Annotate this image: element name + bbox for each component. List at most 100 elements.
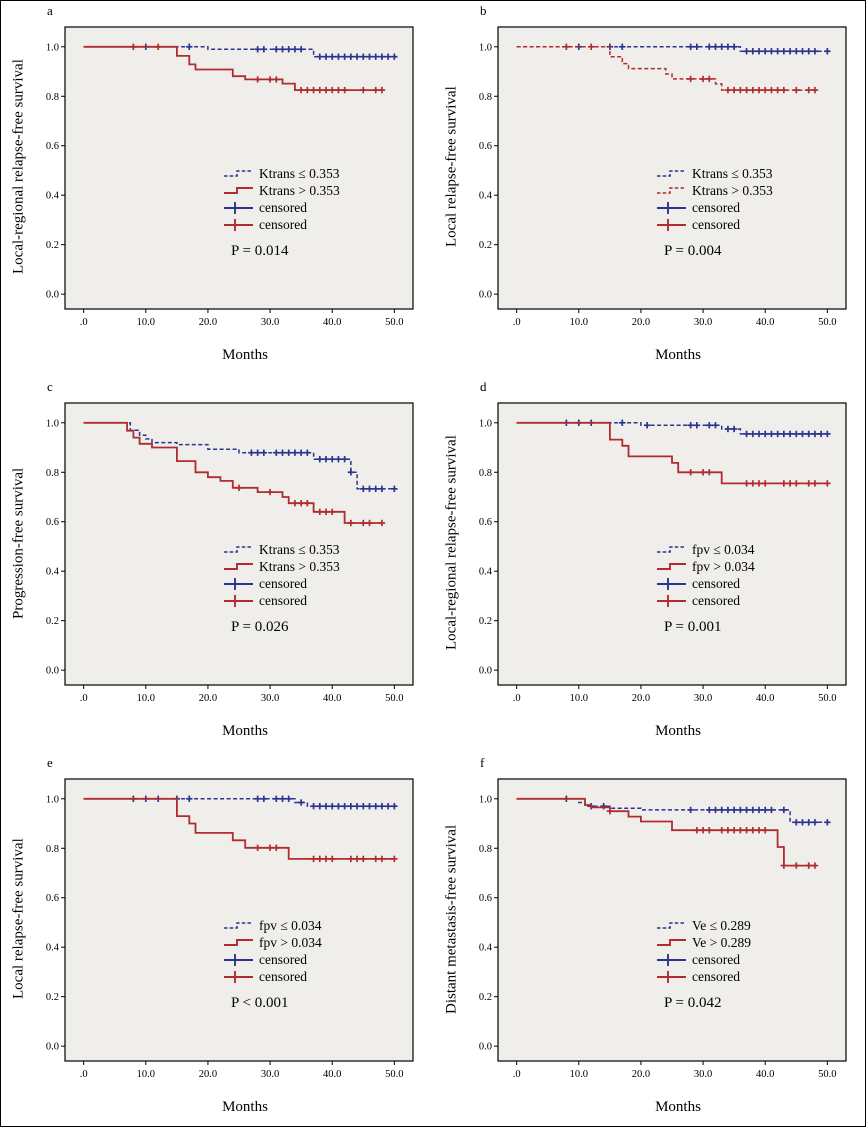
svg-text:50.0: 50.0 <box>385 693 403 704</box>
censored-plus-icon <box>223 201 255 215</box>
legend-item: Ve > 0.289 <box>656 934 751 951</box>
svg-text:10.0: 10.0 <box>137 1069 155 1080</box>
legend-label: Ktrans > 0.353 <box>692 182 773 198</box>
legend: fpv ≤ 0.034 fpv > 0.034 censored censore… <box>223 917 322 985</box>
legend-item: censored <box>223 968 322 985</box>
legend-line-solid-icon <box>223 936 255 950</box>
legend-label: fpv > 0.034 <box>259 934 322 950</box>
legend: Ktrans ≤ 0.353 Ktrans > 0.353 censored c… <box>223 165 340 233</box>
legend-item: censored <box>223 951 322 968</box>
svg-text:0.0: 0.0 <box>46 666 59 677</box>
censored-plus-icon <box>656 577 688 591</box>
legend-label: Ve ≤ 0.289 <box>692 917 751 933</box>
svg-text:0.8: 0.8 <box>479 844 492 855</box>
censored-plus-icon <box>223 218 255 232</box>
km-plot: 1.0 0.8 0.6 0.4 0.2 0.0 .0 10.0 20.0 30.0 40.0 50.0 <box>46 402 414 704</box>
svg-text:0.0: 0.0 <box>479 666 492 677</box>
legend-item: Ktrans > 0.353 <box>223 558 340 575</box>
svg-text:0.8: 0.8 <box>479 468 492 479</box>
censored-plus-icon <box>656 218 688 232</box>
svg-text:10.0: 10.0 <box>570 693 588 704</box>
svg-text:10.0: 10.0 <box>570 317 588 328</box>
svg-text:0.4: 0.4 <box>479 567 493 578</box>
svg-text:10.0: 10.0 <box>570 1069 588 1080</box>
svg-text:0.6: 0.6 <box>479 517 492 528</box>
svg-text:0.8: 0.8 <box>46 468 59 479</box>
svg-text:10.0: 10.0 <box>137 317 155 328</box>
legend-label: censored <box>259 968 307 984</box>
svg-text:30.0: 30.0 <box>694 693 712 704</box>
svg-text:50.0: 50.0 <box>385 317 403 328</box>
legend-item: Ktrans ≤ 0.353 <box>223 165 340 182</box>
legend-line-solid-icon <box>223 184 255 198</box>
panel-letter: e <box>47 755 53 770</box>
legend-label: Ktrans ≤ 0.353 <box>692 165 773 181</box>
svg-text:0.2: 0.2 <box>479 992 492 1003</box>
legend-label: censored <box>259 575 307 591</box>
svg-text:40.0: 40.0 <box>756 693 774 704</box>
legend-item: censored <box>656 968 751 985</box>
svg-text:40.0: 40.0 <box>323 1069 341 1080</box>
legend-item: censored <box>223 216 340 233</box>
censored-plus-icon <box>656 970 688 984</box>
p-value-label: P < 0.001 <box>231 995 289 1011</box>
legend: Ktrans ≤ 0.353 Ktrans > 0.353 censored c… <box>656 165 773 233</box>
x-axis-title: Months <box>655 1099 701 1115</box>
svg-text:50.0: 50.0 <box>818 1069 836 1080</box>
svg-text:.0: .0 <box>80 1069 88 1080</box>
svg-text:.0: .0 <box>80 317 88 328</box>
svg-text:20.0: 20.0 <box>632 317 650 328</box>
y-axis-title: Distant metastasis-free survival <box>443 824 460 1014</box>
km-plot: 1.0 0.8 0.6 0.4 0.2 0.0 .0 10.0 20.0 30.0 40.0 50.0 <box>46 26 414 328</box>
p-value-label: P = 0.004 <box>664 243 722 259</box>
svg-text:40.0: 40.0 <box>323 693 341 704</box>
svg-text:0.2: 0.2 <box>46 992 59 1003</box>
y-axis-title: Local-regional relapse-free survival <box>443 435 460 651</box>
p-value-label: P = 0.026 <box>231 619 289 635</box>
legend-item: censored <box>656 592 755 609</box>
svg-text:0.8: 0.8 <box>46 92 59 103</box>
svg-text:30.0: 30.0 <box>694 1069 712 1080</box>
svg-text:30.0: 30.0 <box>261 317 279 328</box>
legend-item: Ktrans > 0.353 <box>656 182 773 199</box>
legend-line-solid-icon <box>656 560 688 574</box>
y-axis-title: Local relapse-free survival <box>443 86 460 248</box>
legend-item: censored <box>223 199 340 216</box>
x-axis-title: Months <box>655 723 701 739</box>
svg-text:0.4: 0.4 <box>479 943 493 954</box>
panel-letter: f <box>480 755 485 770</box>
svg-text:40.0: 40.0 <box>323 317 341 328</box>
legend-label: Ve > 0.289 <box>692 934 751 950</box>
km-panel-e: e Local relapse-free survival 1.0 0.8 0.6 0… <box>1 753 434 1126</box>
p-value-label: P = 0.014 <box>231 243 289 259</box>
svg-text:50.0: 50.0 <box>818 693 836 704</box>
y-axis-title: Local-regional relapse-free survival <box>10 59 27 275</box>
svg-text:1.0: 1.0 <box>479 794 492 805</box>
svg-text:0.2: 0.2 <box>46 616 59 627</box>
panel-letter: b <box>480 3 487 18</box>
legend-item: Ktrans > 0.353 <box>223 182 340 199</box>
svg-text:0.6: 0.6 <box>46 517 59 528</box>
legend-line-solid-icon <box>656 936 688 950</box>
y-axis-title: Local relapse-free survival <box>10 838 27 1000</box>
legend-item: censored <box>223 592 340 609</box>
panel-letter: d <box>480 379 487 394</box>
svg-text:20.0: 20.0 <box>632 1069 650 1080</box>
legend-label: censored <box>692 216 740 232</box>
svg-text:0.6: 0.6 <box>479 141 492 152</box>
legend-line-solid-icon <box>223 560 255 574</box>
svg-text:0.0: 0.0 <box>46 1042 59 1053</box>
censored-plus-icon <box>656 201 688 215</box>
x-axis-title: Months <box>222 723 268 739</box>
svg-text:1.0: 1.0 <box>479 418 492 429</box>
svg-text:0.4: 0.4 <box>46 191 60 202</box>
legend-line-dashed-icon <box>223 919 255 933</box>
legend-item: Ve ≤ 0.289 <box>656 917 751 934</box>
panel-letter: a <box>47 3 53 18</box>
y-axis-title: Progression-free survival <box>10 467 27 619</box>
svg-text:0.8: 0.8 <box>479 92 492 103</box>
legend-line-dashed-icon <box>656 543 688 557</box>
km-panel-d: d Local-regional relapse-free survival 1… <box>434 377 866 753</box>
svg-text:20.0: 20.0 <box>632 693 650 704</box>
